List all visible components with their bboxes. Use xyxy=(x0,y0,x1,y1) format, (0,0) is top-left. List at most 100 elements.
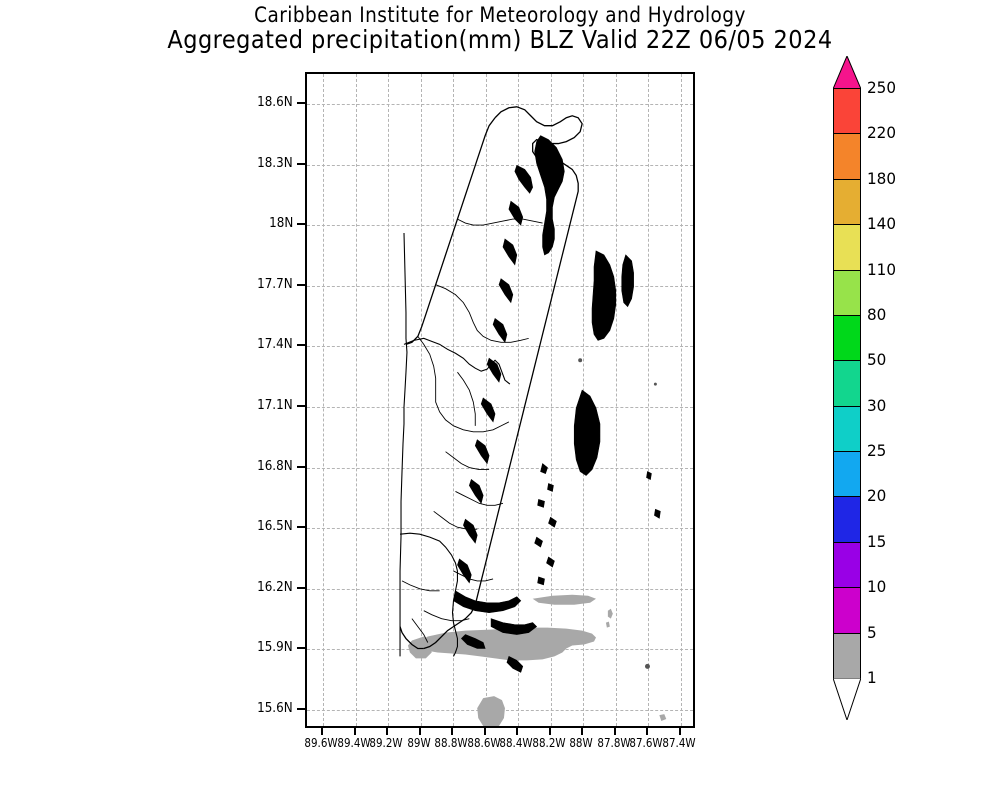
latitude-tick-mark xyxy=(297,465,305,468)
latitude-tick-label: 15.9N xyxy=(257,640,293,656)
longitude-tick-label: 88W xyxy=(569,736,593,750)
gridline-vertical xyxy=(420,74,422,726)
latitude-tick-label: 16.5N xyxy=(257,519,293,535)
longitude-tick-mark xyxy=(321,728,324,735)
colorbar-band xyxy=(833,451,861,498)
colorbar-tick-label: 50 xyxy=(867,350,887,370)
latitude-tick-mark xyxy=(297,707,305,710)
colorbar-tick-label: 220 xyxy=(867,123,897,143)
lighthouse-reef xyxy=(621,254,634,308)
latitude-tick-label: 15.6N xyxy=(257,700,293,716)
colorbar-tick-label: 30 xyxy=(867,395,887,415)
longitude-tick-mark xyxy=(581,728,584,735)
map-plot-area xyxy=(305,72,695,728)
colorbar-underflow-arrow-icon xyxy=(833,678,861,720)
colorbar-band xyxy=(833,632,861,679)
belize-guatemala-south-border xyxy=(399,532,458,657)
gridline-horizontal xyxy=(307,407,693,409)
precip-patch-offshore-east xyxy=(532,594,597,605)
gridline-horizontal xyxy=(307,225,693,227)
district-interior-line-d xyxy=(423,610,470,622)
colorbar-band xyxy=(833,88,861,135)
colorbar-overflow-arrow-icon xyxy=(833,56,861,89)
latitude-tick-label: 16.2N xyxy=(257,579,293,595)
belize-southwest-outline xyxy=(399,626,424,650)
district-interior-line-e xyxy=(411,618,429,643)
gridline-vertical xyxy=(323,74,325,726)
latitude-tick-label: 17.1N xyxy=(257,398,293,414)
colorbar-tick-label: 80 xyxy=(867,304,887,324)
latitude-tick-label: 17.7N xyxy=(257,276,293,292)
latitude-tick-mark xyxy=(297,647,305,650)
district-border-corozal-orangewalk xyxy=(457,218,543,226)
latitude-tick-label: 18.6N xyxy=(257,95,293,111)
gridline-vertical xyxy=(518,74,520,726)
longitude-tick-label: 88.2W xyxy=(532,736,566,750)
longitude-tick-label: 87.8W xyxy=(597,736,631,750)
colorbar-tick-label: 110 xyxy=(867,259,897,279)
precip-patch-gulf xyxy=(477,696,505,726)
gridline-vertical xyxy=(453,74,455,726)
latitude-tick-mark xyxy=(297,405,305,408)
longitude-tick-label: 88.8W xyxy=(434,736,468,750)
district-interior-line-a xyxy=(457,371,476,426)
latitude-tick-mark xyxy=(297,526,305,529)
gridline-vertical xyxy=(680,74,682,726)
colorbar-tick-label: 140 xyxy=(867,214,897,234)
colorbar-band xyxy=(833,314,861,362)
precip-speck-a xyxy=(607,608,613,619)
colorbar-band xyxy=(833,133,861,180)
longitude-tick-mark xyxy=(386,728,389,735)
belize-map-vector xyxy=(399,106,667,726)
longitude-tick-mark xyxy=(548,728,551,735)
colorbar-band xyxy=(833,405,861,453)
latitude-tick-label: 18N xyxy=(268,216,293,232)
colorbar-tick-label: 1 xyxy=(867,668,877,687)
colorbar-band xyxy=(833,178,861,226)
southern-cayes-cluster xyxy=(534,463,557,586)
gridline-vertical xyxy=(355,74,357,726)
longitude-tick-mark xyxy=(678,728,681,735)
political-boundaries-layer xyxy=(399,233,511,657)
colorbar-tick-label: 250 xyxy=(867,78,897,97)
page-title: Aggregated precipitation(mm) BLZ Valid 2… xyxy=(167,25,833,54)
gridline-vertical xyxy=(388,74,390,726)
gridline-horizontal xyxy=(307,104,693,106)
turneffe-atoll xyxy=(591,250,617,341)
south-coast-cayes xyxy=(453,590,538,649)
latitude-tick-mark xyxy=(297,102,305,105)
longitude-tick-label: 88.4W xyxy=(499,736,533,750)
institution-title: Caribbean Institute for Meteorology and … xyxy=(254,3,746,27)
latitude-tick-mark xyxy=(297,223,305,226)
belize-western-border xyxy=(399,233,408,657)
longitude-tick-mark xyxy=(418,728,421,735)
colorbar-tick-label: 10 xyxy=(867,577,887,597)
colorbar-band xyxy=(833,360,861,407)
colorbar-band xyxy=(833,496,861,543)
sarstoon-speckle xyxy=(506,656,524,673)
district-border-cayo-stanncreek xyxy=(455,491,504,506)
coastal-speckle-north xyxy=(457,165,533,584)
colorbar-band xyxy=(833,269,861,316)
belize-coastline-layer xyxy=(399,106,583,650)
precipitation-colorbar xyxy=(833,56,861,720)
colorbar-tick-label: 5 xyxy=(867,622,877,642)
gridline-horizontal xyxy=(307,528,693,530)
ambergris-caye xyxy=(534,135,565,256)
longitude-tick-mark xyxy=(353,728,356,735)
longitude-tick-mark xyxy=(451,728,454,735)
longitude-tick-mark xyxy=(646,728,649,735)
precip-speck-b xyxy=(605,621,610,628)
gridline-horizontal xyxy=(307,588,693,590)
mexico-guatemala-north-border xyxy=(403,337,511,385)
gridline-vertical xyxy=(615,74,617,726)
district-boundaries-layer xyxy=(401,218,543,643)
precip-patch-south-coast xyxy=(417,627,597,661)
longitude-tick-label: 89.6W xyxy=(304,736,338,750)
gridline-vertical xyxy=(550,74,552,726)
district-border-stanncreek-toledo xyxy=(453,570,494,582)
glovers-reef xyxy=(573,389,601,476)
map-speck-1 xyxy=(578,358,583,363)
district-interior-line-f xyxy=(401,580,440,592)
longitude-tick-label: 89.2W xyxy=(369,736,403,750)
